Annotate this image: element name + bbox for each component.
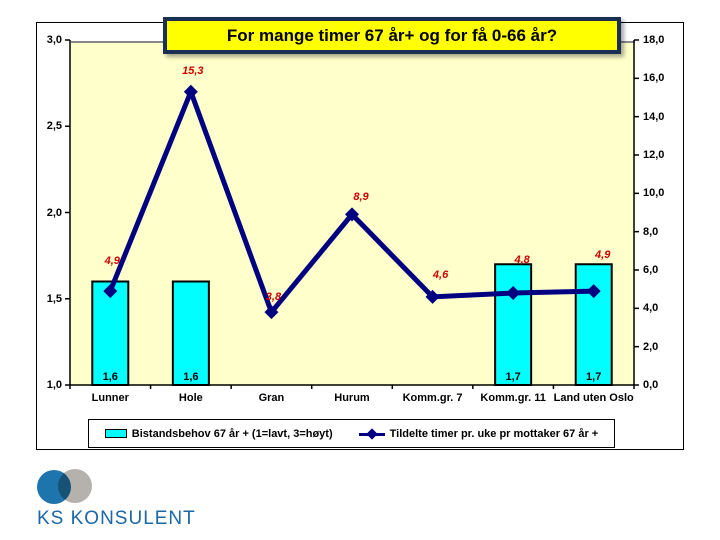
legend-item-bar: Bistandsbehov 67 år + (1=lavt, 3=høyt) — [104, 427, 333, 440]
logo-text: KS KONSULENT — [37, 508, 196, 529]
line-marker-swatch-icon — [358, 427, 385, 440]
chart-title-box: For mange timer 67 år+ og for få 0-66 år… — [163, 17, 621, 54]
legend-item-line: Tildelte timer pr. uke pr mottaker 67 år… — [358, 427, 599, 440]
chart-legend: Bistandsbehov 67 år + (1=lavt, 3=høyt) T… — [88, 419, 615, 448]
bar-swatch-icon — [104, 429, 127, 438]
chart-title: For mange timer 67 år+ og for få 0-66 år… — [226, 25, 558, 45]
legend-bar-label: Bistandsbehov 67 år + (1=lavt, 3=høyt) — [131, 427, 333, 440]
chart-frame — [36, 22, 684, 450]
plot-area — [71, 41, 635, 386]
ks-konsulent-logo: KS KONSULENT — [37, 469, 257, 529]
logo-blue-circle-icon — [37, 470, 71, 504]
legend-line-label: Tildelte timer pr. uke pr mottaker 67 år… — [389, 427, 599, 440]
